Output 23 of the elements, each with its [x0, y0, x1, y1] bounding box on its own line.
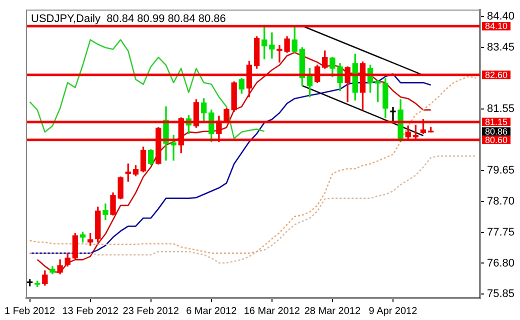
y-tick-label: 75.85: [487, 288, 515, 300]
y-tick-label: 81.55: [487, 103, 515, 116]
ref-line-label: 84.10: [485, 21, 508, 32]
x-tick-label: 23 Feb 2012: [122, 306, 180, 317]
ref-line-label: 82.60: [485, 70, 508, 80]
y-tick-label: 83.45: [487, 41, 515, 54]
ref-line-label: 81.15: [485, 116, 508, 127]
x-tick-label: 13 Feb 2012: [62, 306, 119, 317]
x-tick-label: 9 Apr 2012: [368, 306, 418, 317]
candlestick: [390, 107, 396, 122]
x-tick-label: 16 Mar 2012: [244, 306, 300, 317]
x-tick-label: 28 Mar 2012: [304, 306, 361, 317]
x-tick-label: 6 Mar 2012: [186, 306, 238, 317]
y-tick-label: 78.70: [487, 196, 515, 208]
line-series: [29, 155, 477, 264]
x-tick-label: 1 Feb 2012: [4, 306, 56, 317]
ref-line-label: 80.60: [485, 134, 508, 145]
chart-title: USDJPY,Daily 80.84 80.99 80.84 80.86: [31, 13, 226, 26]
text: 80.86: [485, 126, 508, 136]
y-tick-label: 84.40: [487, 10, 515, 22]
y-tick-label: 76.80: [487, 257, 515, 270]
y-tick-label: 77.75: [487, 226, 515, 238]
y-tick-label: 79.65: [487, 164, 515, 177]
